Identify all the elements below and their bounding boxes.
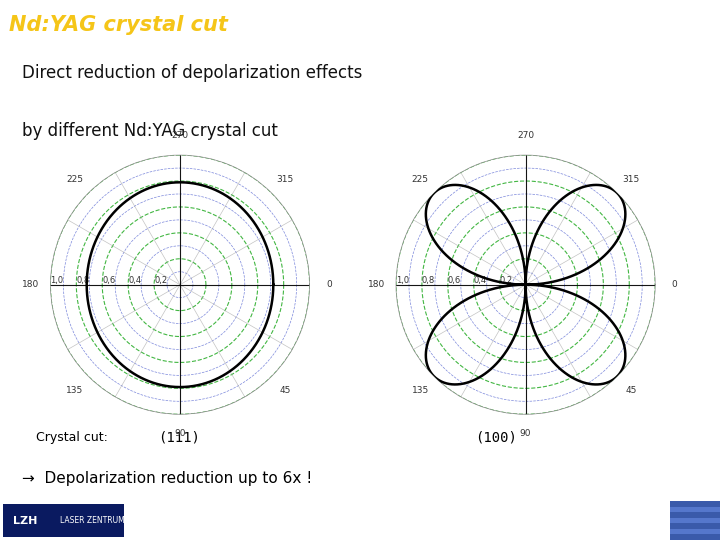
Text: LZH: LZH xyxy=(14,516,37,525)
Text: 'Shoji, APL 80, 3048-3050 (2002): 'Shoji, APL 80, 3048-3050 (2002) xyxy=(501,516,649,525)
Text: LASER ZENTRUM HANNOVER e.V.: LASER ZENTRUM HANNOVER e.V. xyxy=(60,516,187,525)
Bar xyxy=(670,501,720,507)
Text: (100): (100) xyxy=(475,431,517,445)
Text: (111): (111) xyxy=(158,431,200,445)
Bar xyxy=(670,512,720,518)
FancyBboxPatch shape xyxy=(4,504,124,537)
Bar xyxy=(670,535,720,540)
Bar xyxy=(670,523,720,529)
Text: Crystal cut:: Crystal cut: xyxy=(36,431,108,444)
Bar xyxy=(670,529,720,535)
Bar xyxy=(670,518,720,523)
Bar xyxy=(670,507,720,512)
Text: →  Depolarization reduction up to 6x !: → Depolarization reduction up to 6x ! xyxy=(22,471,312,486)
Text: Direct reduction of depolarization effects: Direct reduction of depolarization effec… xyxy=(22,64,362,82)
Text: by different Nd:YAG crystal cut: by different Nd:YAG crystal cut xyxy=(22,123,277,140)
Text: Nd:YAG crystal cut: Nd:YAG crystal cut xyxy=(9,15,228,35)
